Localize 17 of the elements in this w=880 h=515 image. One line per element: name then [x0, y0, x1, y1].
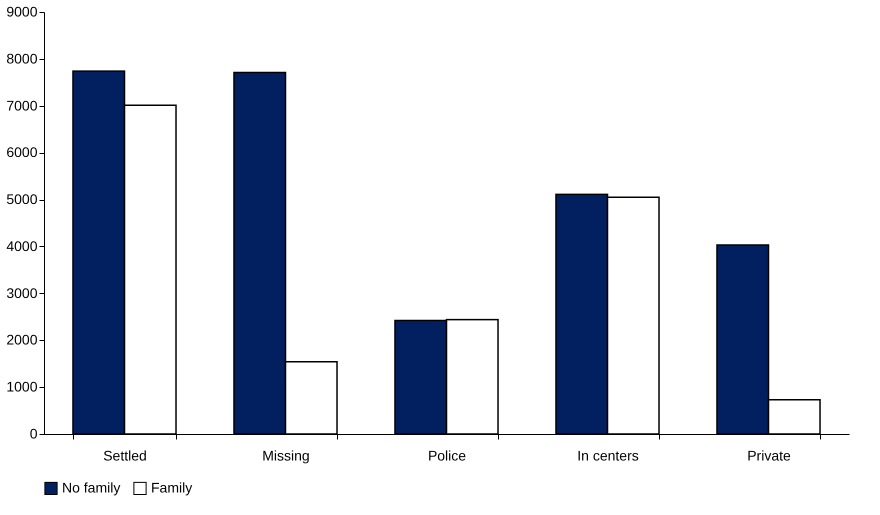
- y-tick-label: 1000: [6, 378, 38, 395]
- x-tick-label: Settled: [103, 448, 147, 464]
- y-tick-label: 5000: [6, 191, 38, 208]
- y-tick-label: 3000: [6, 284, 38, 301]
- x-tick-label: Police: [428, 448, 466, 464]
- x-tick-label: Private: [747, 448, 791, 464]
- legend-label: No family: [62, 479, 120, 496]
- x-tick-label: Missing: [262, 448, 310, 464]
- x-tick-label: In centers: [577, 448, 639, 464]
- y-tick-label: 9000: [6, 4, 38, 20]
- y-tick-label: 7000: [6, 97, 38, 114]
- y-tick-label: 0: [30, 426, 38, 442]
- y-tick-label: 8000: [6, 50, 38, 66]
- y-tick-label: 6000: [6, 144, 38, 160]
- legend-label: Family: [151, 479, 192, 496]
- y-tick-label: 4000: [6, 238, 38, 254]
- y-tick-label: 2000: [6, 332, 38, 348]
